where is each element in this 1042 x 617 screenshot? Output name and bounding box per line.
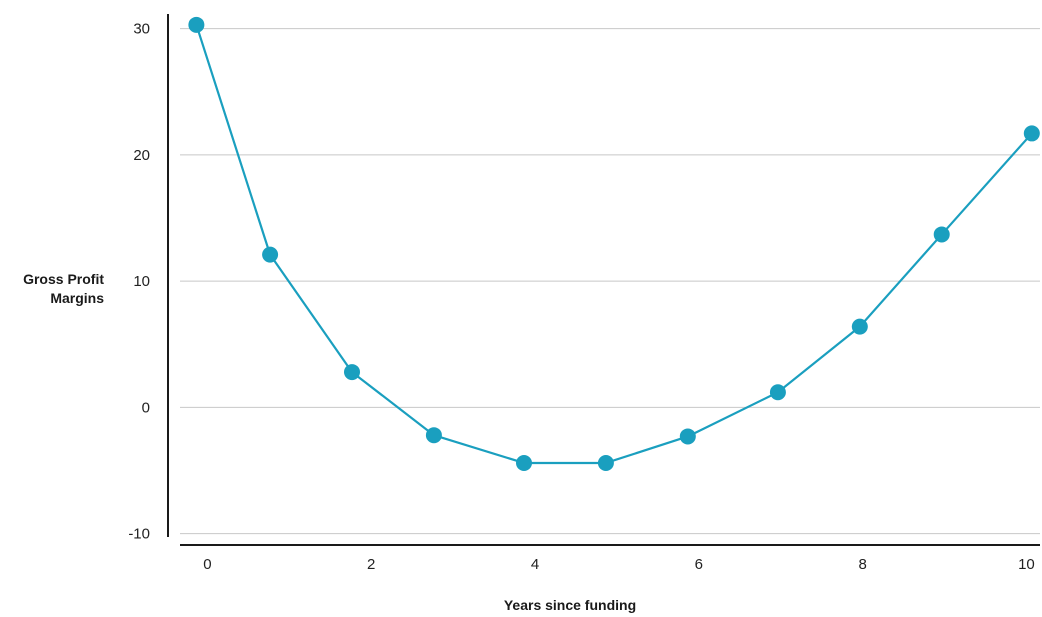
x-tick-label: 0: [203, 556, 211, 573]
x-tick-labels: 0 2 4 6 8 10: [203, 556, 1035, 573]
series-group: [188, 16, 1040, 471]
data-point-4: [516, 454, 532, 471]
y-tick-labels: 30 20 10 0 -10: [128, 21, 150, 543]
x-tick-label: 4: [531, 556, 539, 573]
x-axis-label: Years since funding: [503, 597, 637, 613]
gridlines: [180, 28, 1040, 535]
data-point-9: [933, 226, 950, 243]
x-tick-label: 2: [367, 556, 375, 573]
data-point-7: [769, 384, 786, 401]
data-point-2: [344, 364, 360, 381]
data-point-8: [851, 318, 868, 335]
data-point-3: [425, 427, 442, 444]
data-point-0: [188, 16, 205, 33]
axes: [167, 14, 1040, 546]
x-tick-label: 10: [1018, 556, 1035, 573]
y-tick-label: 30: [133, 21, 150, 38]
data-point-5: [597, 454, 614, 471]
y-tick-label: 0: [142, 399, 150, 416]
series-line-0: [195, 24, 1033, 465]
y-tick-label: -10: [128, 526, 150, 543]
y-tick-label: 10: [133, 273, 150, 290]
data-point-1: [262, 246, 279, 263]
y-tick-label: 20: [133, 147, 150, 164]
y-axis-label: Gross Profit Margins: [23, 271, 104, 306]
data-point-6: [679, 428, 696, 445]
x-tick-label: 8: [858, 556, 866, 573]
x-tick-label: 6: [695, 556, 703, 573]
data-point-10: [1023, 125, 1040, 142]
